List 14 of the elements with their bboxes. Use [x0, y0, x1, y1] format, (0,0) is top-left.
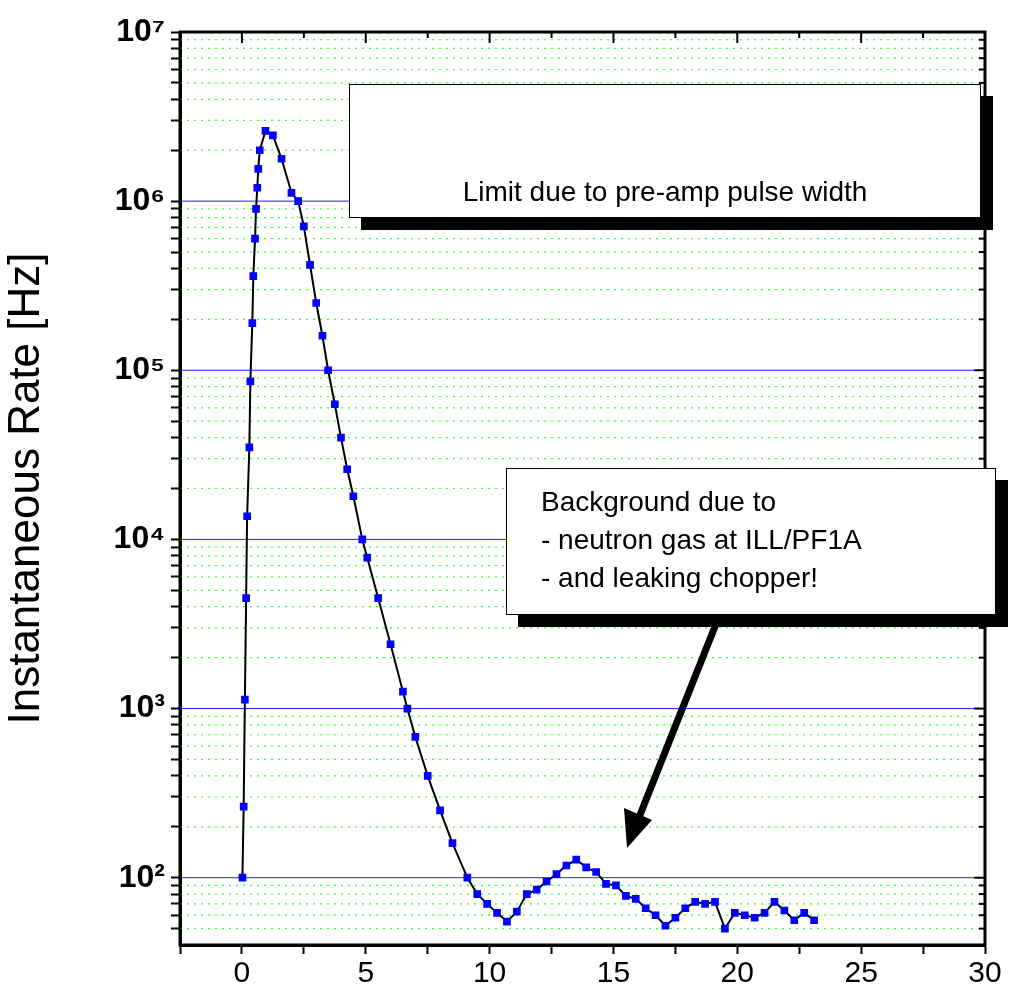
- y-tick-label: 10⁷: [116, 11, 165, 48]
- y-axis-title: Instantaneous Rate [Hz]: [0, 252, 48, 725]
- x-tick-label: 25: [844, 955, 878, 989]
- x-tick-label: 5: [357, 955, 375, 989]
- y-tick-label: 10²: [118, 857, 165, 894]
- y-tick-label: 10⁵: [114, 350, 165, 387]
- x-tick-label: 20: [720, 955, 754, 989]
- y-tick-label: 10⁶: [114, 180, 165, 217]
- x-tick-label: 0: [233, 955, 251, 989]
- y-tick-label: 10³: [118, 688, 165, 725]
- x-tick-label: 30: [968, 955, 1002, 989]
- x-tick-label: 10: [472, 955, 507, 989]
- x-tick-label: 15: [596, 955, 631, 989]
- y-tick-label: 10⁴: [113, 519, 165, 556]
